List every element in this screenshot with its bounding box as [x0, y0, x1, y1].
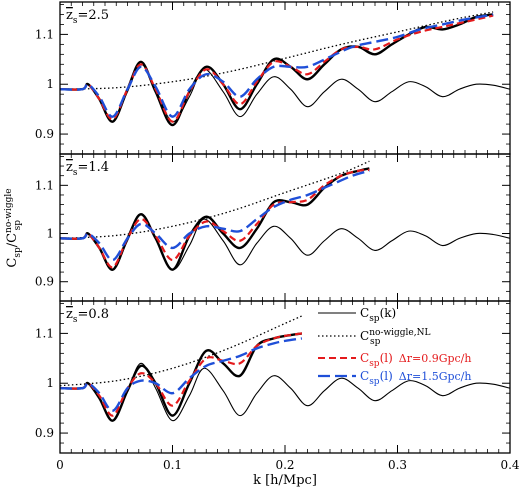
panel-3: 0.9 1 1.1 zs=0.8 — [35, 300, 511, 454]
y-tick-label: 1.1 — [35, 27, 54, 41]
y-tick-label: 0.9 — [35, 127, 54, 141]
legend-label-dr_0.9: Csp(l) Δr=0.9Gpc/h — [360, 351, 471, 369]
y-tick-label: 1.1 — [35, 178, 54, 192]
series-nowiggle_nl — [60, 11, 494, 90]
redshift-label: zs=2.5 — [66, 8, 109, 26]
series-dr_1.5 — [60, 337, 303, 412]
y-tick-label: 1 — [46, 77, 54, 91]
y-tick-label: 1 — [46, 227, 54, 241]
series-dr_0.9 — [60, 332, 303, 417]
y-tick-label: 0.9 — [35, 426, 54, 440]
series-dr_1.5 — [60, 13, 494, 118]
series-nl_thick — [60, 332, 303, 422]
panel-1: 0.9 1 1.1 zs=2.5 — [35, 1, 511, 155]
panel-2: 0.9 1 1.1 zs=1.4 — [35, 153, 511, 302]
redshift-label: zs=1.4 — [66, 160, 109, 178]
y-axis-label: Csp/Cno-wigglesp — [4, 188, 23, 267]
panel-frame — [59, 153, 511, 302]
legend-label-dr_1.5: Csp(l) Δr=1.5Gpc/h — [360, 369, 471, 387]
x-tick-label: 0.2 — [275, 458, 294, 472]
x-tick-label: 0.1 — [163, 458, 182, 472]
series-nl_thick — [60, 13, 494, 127]
series-dr_0.9 — [60, 168, 370, 269]
series-group — [60, 11, 510, 127]
legend-label-nowiggle_nl: Cno-wiggle,NL sp — [360, 328, 430, 347]
x-tick-label: 0.3 — [388, 458, 407, 472]
series-group — [60, 160, 510, 271]
x-axis-label: k [h/Mpc] — [253, 473, 317, 488]
x-tick-label: 0 — [56, 458, 64, 472]
y-tick-label: 0.9 — [35, 275, 54, 289]
legend: Csp(k) Cno-wiggle,NL sp Csp(l) Δr=0.9Gpc/hCs… — [318, 306, 471, 387]
x-tick-label: 0.4 — [500, 458, 519, 472]
series-group — [60, 315, 510, 422]
series-dr_0.9 — [60, 14, 494, 123]
series-nowiggle_nl — [60, 315, 303, 387]
series-csp_k — [60, 63, 510, 123]
series-dr_1.5 — [60, 169, 370, 262]
series-nowiggle_nl — [60, 160, 370, 239]
y-tick-label: 1.1 — [35, 326, 54, 340]
series-csp_k — [60, 213, 510, 271]
y-tick-label: 1 — [46, 376, 54, 390]
legend-label-csp_k: Csp(k) — [360, 306, 396, 324]
redshift-label: zs=0.8 — [66, 307, 109, 325]
panel-frame — [59, 1, 511, 155]
